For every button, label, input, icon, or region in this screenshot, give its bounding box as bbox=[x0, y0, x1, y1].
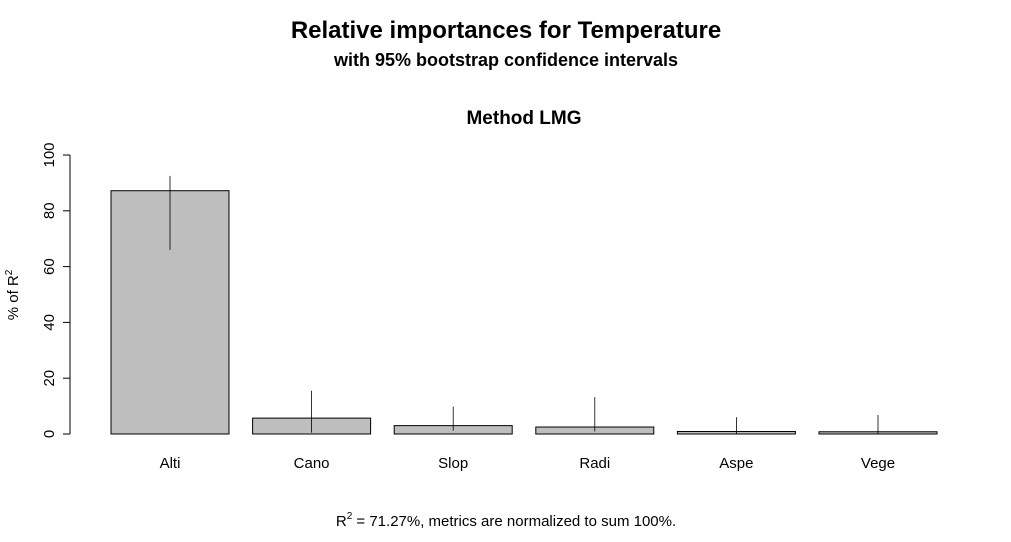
y-tick-label: 100 bbox=[41, 142, 58, 167]
panel-title: Method LMG bbox=[466, 108, 581, 129]
error-bars bbox=[169, 175, 879, 434]
y-tick-label: 80 bbox=[41, 202, 58, 219]
x-tick-label: Aspe bbox=[719, 455, 753, 472]
x-tick-label: Vege bbox=[861, 455, 895, 472]
y-tick-label: 40 bbox=[41, 314, 58, 331]
chart-title: Relative importances for Temperature bbox=[291, 17, 721, 44]
y-axis: 0 20 40 60 80 100 bbox=[41, 142, 71, 438]
y-tick-label: 0 bbox=[41, 430, 58, 438]
y-tick-label: 20 bbox=[41, 370, 58, 387]
r-squared-note: R2 = 71.27%, metrics are normalized to s… bbox=[336, 511, 676, 530]
x-tick-label: Slop bbox=[438, 455, 468, 472]
x-tick-label: Radi bbox=[579, 455, 610, 472]
chart-subtitle: with 95% bootstrap confidence intervals bbox=[333, 50, 678, 70]
bars bbox=[110, 190, 938, 435]
x-tick-label: Alti bbox=[160, 455, 181, 472]
y-tick-label: 60 bbox=[41, 258, 58, 275]
x-tick-labels: Alti Cano Slop Radi Aspe Vege bbox=[160, 455, 896, 472]
y-axis-label: % of R2 bbox=[4, 269, 22, 320]
x-tick-label: Cano bbox=[294, 455, 330, 472]
